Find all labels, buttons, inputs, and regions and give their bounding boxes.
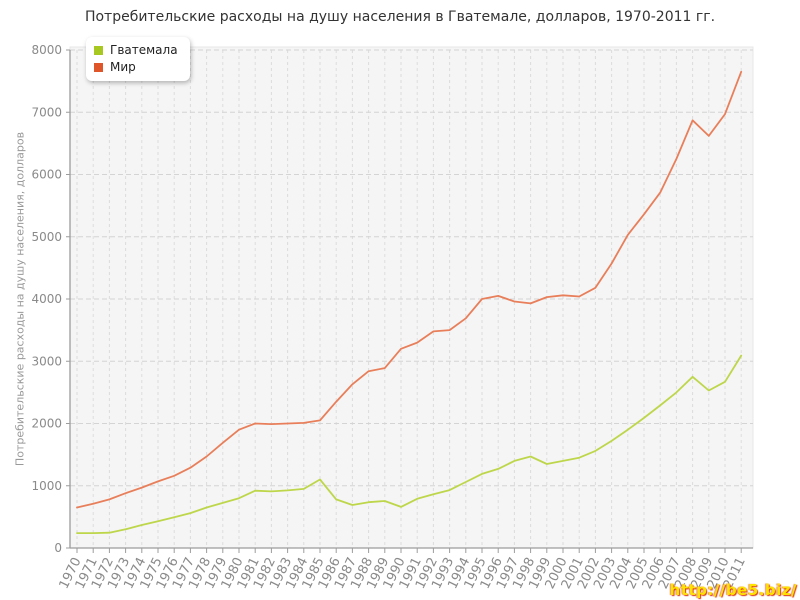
legend-label-world: Мир [110, 60, 136, 74]
y-tick-label: 1000 [31, 479, 62, 493]
legend-label-guatemala: Гватемала [110, 43, 178, 57]
y-tick-label: 7000 [31, 105, 62, 119]
y-tick-label: 2000 [31, 417, 62, 431]
legend-item-guatemala: Гватемала [94, 42, 178, 59]
chart-title: Потребительские расходы на душу населени… [84, 9, 716, 25]
y-tick-label: 3000 [31, 354, 62, 368]
series-line-world [76, 70, 743, 509]
y-tick-label: 0 [54, 541, 62, 555]
plot-area [69, 46, 754, 549]
legend: Гватемала Мир [86, 37, 190, 81]
legend-swatch-world [94, 63, 103, 72]
y-tick-label: 6000 [31, 168, 62, 182]
legend-swatch-guatemala [94, 46, 103, 55]
watermark-link[interactable]: http://be5.biz/ [669, 581, 797, 599]
y-tick-label: 4000 [31, 292, 62, 306]
y-tick-label: 5000 [31, 230, 62, 244]
legend-item-world: Мир [94, 59, 178, 76]
series-line-guatemala [76, 354, 743, 534]
y-tick-label: 8000 [31, 43, 62, 57]
